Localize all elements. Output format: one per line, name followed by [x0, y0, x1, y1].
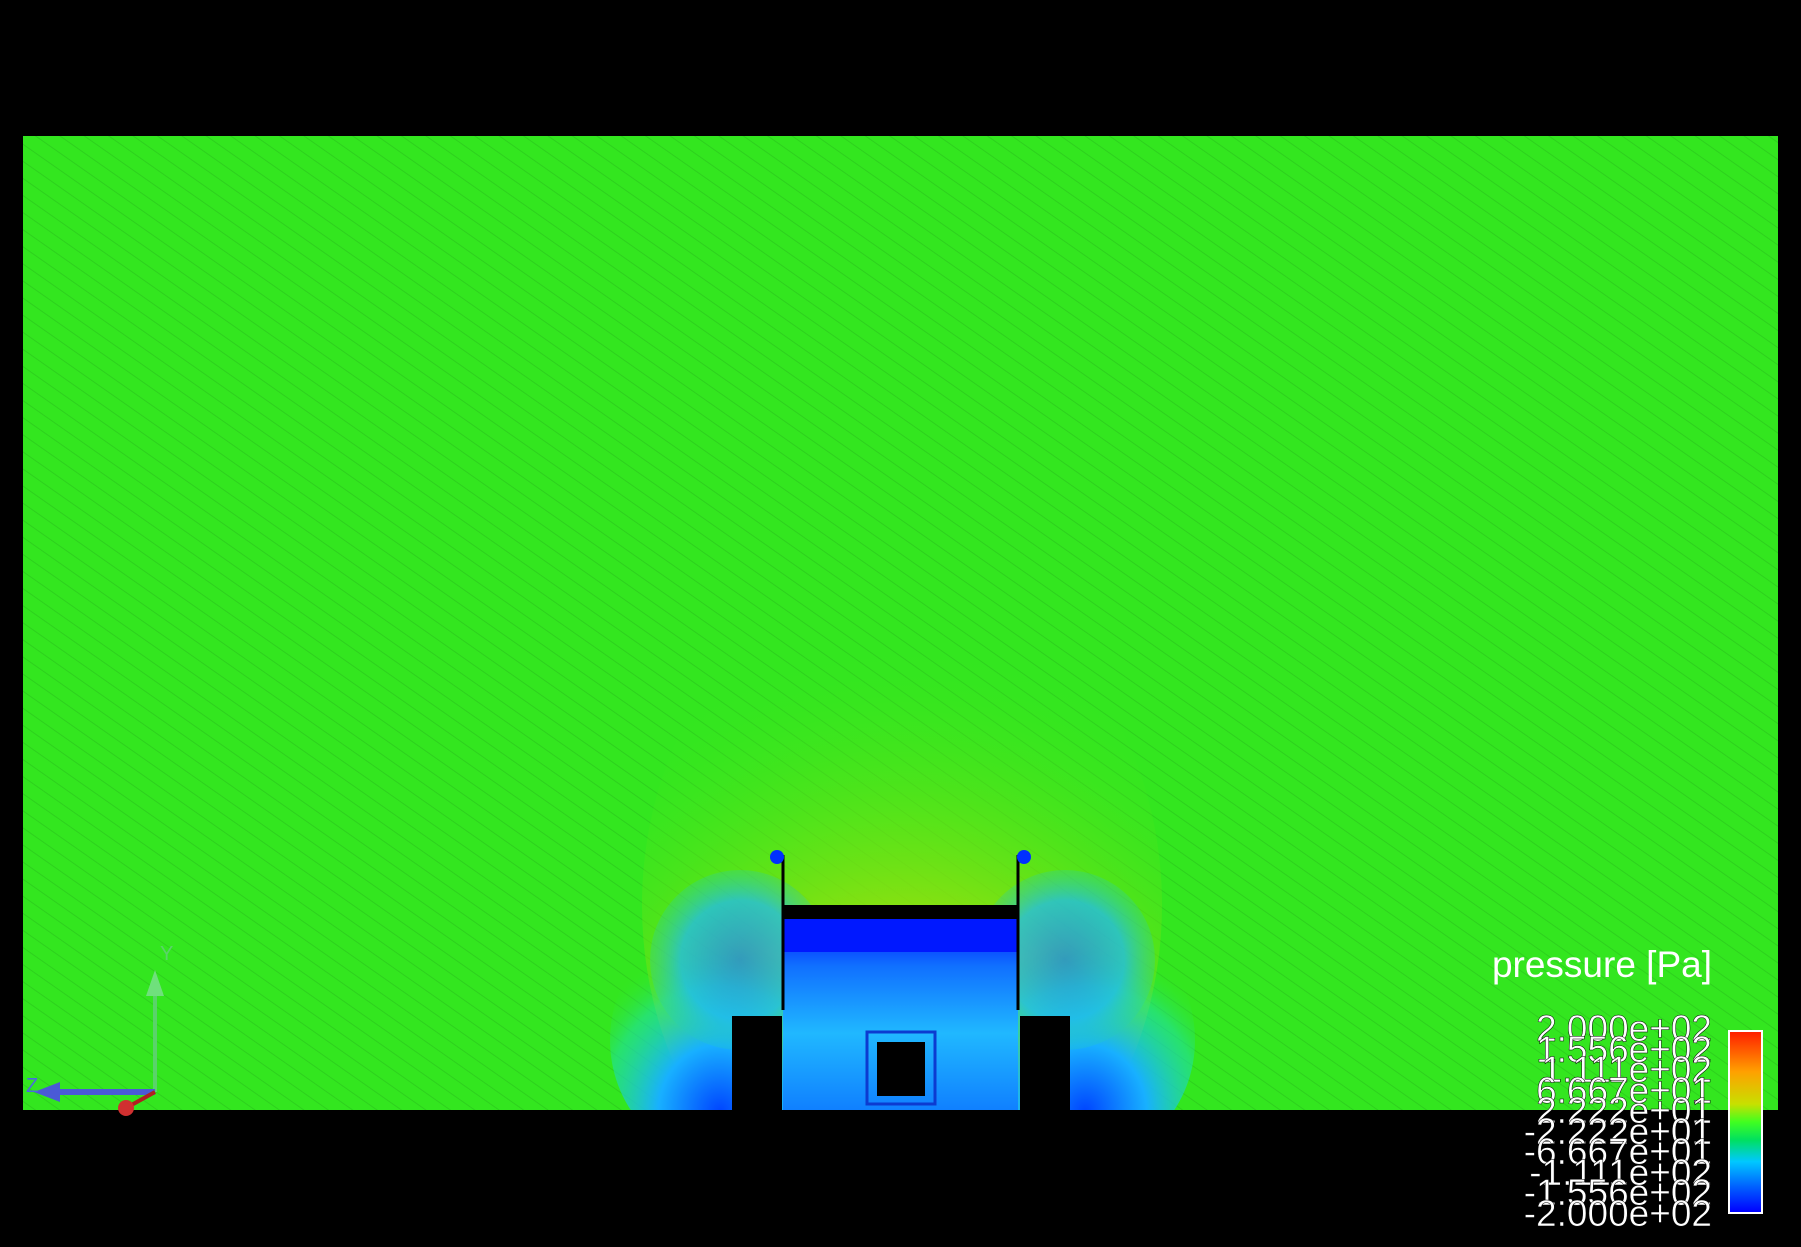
center-block [877, 1042, 925, 1096]
left-block [732, 1016, 782, 1110]
legend-tick-label: 6.667e+01 [1536, 1069, 1712, 1111]
right-low-halo [975, 870, 1155, 1050]
legend-tick-label: 2.000e+02 [1536, 1008, 1712, 1049]
legend-tick-label: -1.556e+02 [1523, 1172, 1712, 1213]
ground [0, 1110, 1801, 1247]
legend-tick-label: -6.667e+01 [1523, 1131, 1712, 1172]
top-plate [783, 905, 1018, 919]
orientation-triad [34, 970, 164, 1116]
enclosure-top-band [783, 918, 1018, 952]
color-bar [1728, 1030, 1763, 1214]
legend-title: pressure [Pa] [1491, 944, 1712, 985]
legend-labels: 2.000e+02 1.556e+02 1.111e+02 6.667e+01 2.22… [1470, 1010, 1712, 1236]
legend-tick-label: 2.222e+01 [1536, 1090, 1712, 1131]
left-tip-vortex [770, 850, 784, 864]
right-block [1020, 1016, 1070, 1110]
legend-tick-label: -2.222e+01 [1523, 1110, 1712, 1152]
center-block-outline [865, 1030, 937, 1106]
axis-z-label: Z [26, 1075, 38, 1097]
axis-y-label: Y [160, 943, 173, 965]
legend-tick-label: -2.000e+02 [1523, 1192, 1712, 1234]
legend-tick-label: 1.111e+02 [1541, 1049, 1712, 1090]
legend-tick-label: 1.556e+02 [1536, 1028, 1712, 1070]
right-tip-vortex [1017, 850, 1031, 864]
legend-tick-label: -1.111e+02 [1529, 1151, 1712, 1193]
